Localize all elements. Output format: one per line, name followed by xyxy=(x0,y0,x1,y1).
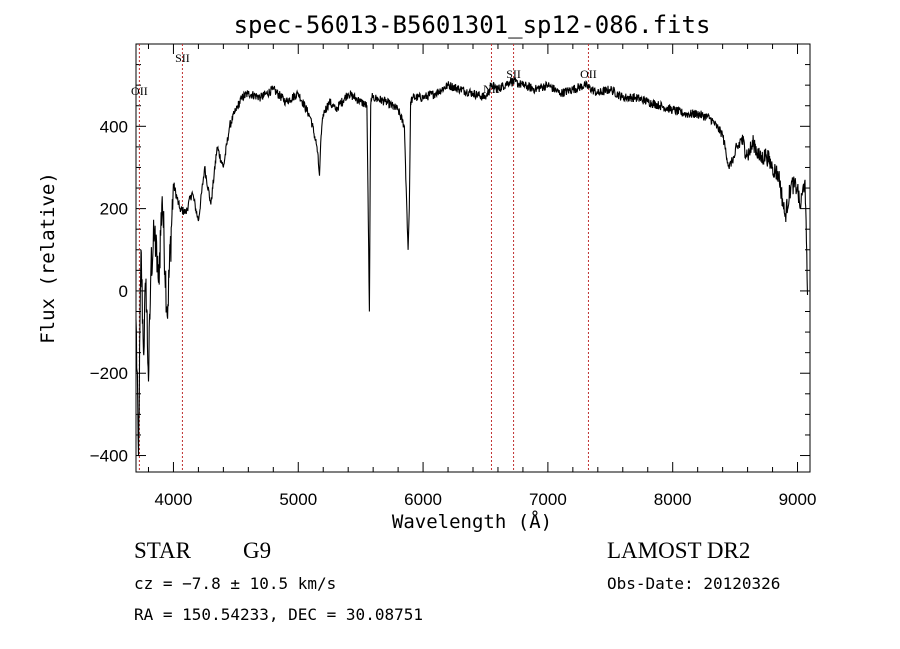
y-tick-label: 0 xyxy=(119,282,128,301)
object-subclass: G9 xyxy=(243,538,271,563)
x-tick-label: 9000 xyxy=(779,490,817,509)
line-marker-label: OII xyxy=(580,67,597,81)
x-tick-label: 6000 xyxy=(404,490,442,509)
y-axis-label: Flux (relative) xyxy=(37,172,59,344)
object-class: STAR xyxy=(134,538,192,563)
x-tick-label: 4000 xyxy=(155,490,193,509)
survey-name: LAMOST DR2 xyxy=(607,538,750,563)
line-marker-label: SII xyxy=(506,67,521,81)
line-marker-label: OII xyxy=(131,84,148,98)
obs-date-text: Obs-Date: 20120326 xyxy=(607,574,780,593)
y-tick-label: 400 xyxy=(100,117,128,136)
x-axis-label: Wavelength (Å) xyxy=(392,510,552,533)
y-tick-label: 200 xyxy=(100,200,128,219)
axis-ticks xyxy=(136,44,810,472)
x-tick-label: 5000 xyxy=(279,490,317,509)
y-tick-label: −400 xyxy=(90,447,128,466)
tick-labels: 4000 5000 6000 7000 8000 9000 −400 −200 0 200 400 xyxy=(90,117,817,509)
y-tick-label: −200 xyxy=(90,364,128,383)
x-tick-label: 8000 xyxy=(654,490,692,509)
coordinates-text: RA = 150.54233, DEC = 30.08751 xyxy=(134,605,423,624)
spectrum-line xyxy=(135,77,809,456)
line-marker-label: SII xyxy=(175,51,190,65)
x-tick-label: 7000 xyxy=(529,490,567,509)
chart-title: spec-56013-B5601301_sp12-086.fits xyxy=(234,11,711,39)
redshift-text: cz = −7.8 ± 10.5 km/s xyxy=(134,574,336,593)
